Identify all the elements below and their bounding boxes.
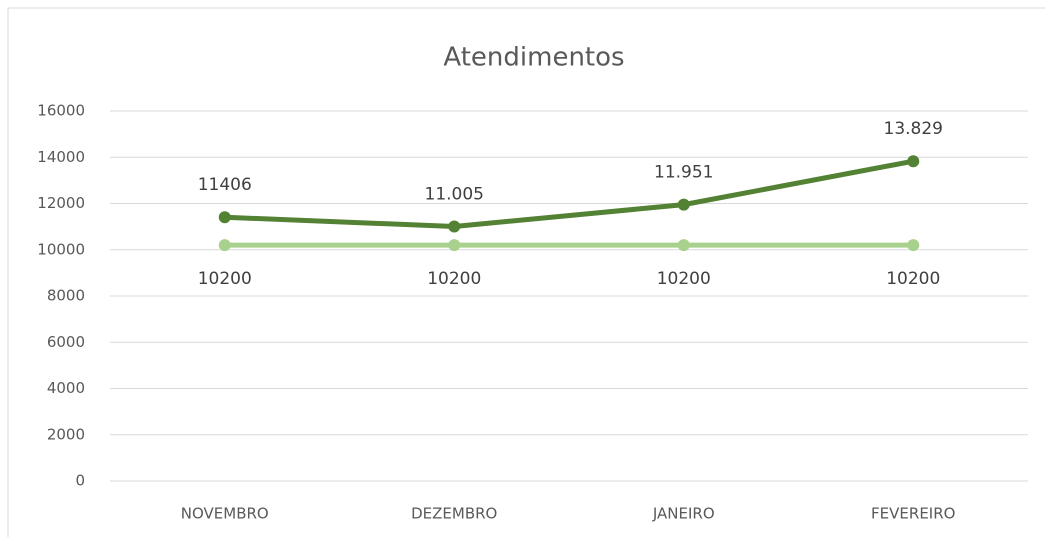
data-label: 10200: [886, 269, 940, 289]
series-line: [224, 158, 914, 230]
series-point: [677, 239, 690, 252]
chart-title: Atendimentos: [443, 43, 624, 73]
y-tick-label: 4000: [47, 379, 85, 397]
x-tick-label: FEVEREIRO: [871, 505, 955, 523]
y-tick-label: 16000: [37, 102, 85, 120]
x-tick-label: NOVEMBRO: [181, 505, 269, 523]
data-label: 10200: [657, 269, 711, 289]
series-point: [907, 155, 920, 168]
y-tick-label: 6000: [47, 333, 85, 351]
chart-frame: [7, 7, 1045, 537]
data-label: 10200: [198, 269, 252, 289]
y-tick-label: 0: [75, 472, 85, 490]
series-point: [448, 220, 461, 233]
x-tick-label: JANEIRO: [652, 505, 715, 523]
series-point: [677, 198, 690, 211]
data-label: 13.829: [884, 119, 943, 139]
data-label: 10200: [427, 269, 481, 289]
y-tick-label: 12000: [37, 194, 85, 212]
x-tick-label: DEZEMBRO: [411, 505, 497, 523]
series-point: [907, 239, 920, 252]
data-label: 11.951: [654, 163, 713, 183]
y-tick-label: 8000: [47, 287, 85, 305]
series-point: [448, 239, 461, 252]
series-point: [218, 211, 231, 224]
y-tick-label: 14000: [37, 148, 85, 166]
data-label: 11406: [198, 175, 252, 195]
data-label: 11.005: [425, 185, 484, 205]
series-point: [218, 239, 231, 252]
y-tick-label: 10000: [37, 240, 85, 258]
y-tick-label: 2000: [47, 425, 85, 443]
